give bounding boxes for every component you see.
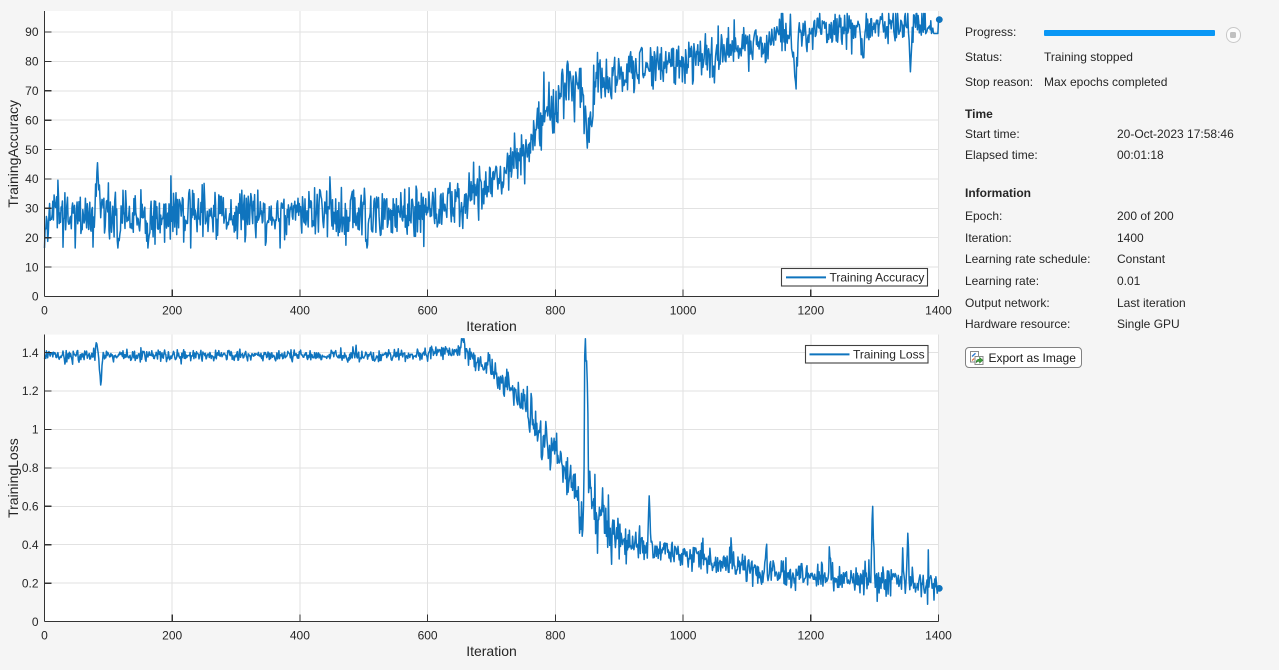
svg-text:Iteration: Iteration (466, 643, 517, 659)
svg-text:0.6: 0.6 (22, 500, 39, 514)
svg-text:0: 0 (32, 290, 39, 304)
svg-text:1400: 1400 (925, 629, 952, 643)
svg-text:40: 40 (25, 172, 39, 186)
svg-text:400: 400 (290, 629, 310, 643)
svg-text:600: 600 (418, 304, 438, 318)
svg-text:70: 70 (25, 84, 39, 98)
svg-text:600: 600 (418, 629, 438, 643)
svg-text:90: 90 (25, 25, 39, 39)
svg-text:TrainingLoss: TrainingLoss (5, 438, 21, 518)
svg-text:1400: 1400 (925, 304, 952, 318)
svg-text:30: 30 (25, 202, 39, 216)
svg-text:0.4: 0.4 (22, 538, 39, 552)
svg-text:800: 800 (545, 304, 565, 318)
svg-text:200: 200 (162, 629, 182, 643)
svg-text:1.4: 1.4 (22, 346, 39, 360)
svg-text:Training Accuracy: Training Accuracy (830, 271, 925, 285)
svg-text:1: 1 (32, 423, 39, 437)
svg-text:10: 10 (25, 260, 39, 274)
svg-text:1200: 1200 (797, 304, 824, 318)
svg-text:200: 200 (162, 304, 182, 318)
svg-text:TrainingAccuracy: TrainingAccuracy (5, 100, 21, 208)
svg-text:50: 50 (25, 143, 39, 157)
svg-text:Iteration: Iteration (466, 318, 517, 334)
svg-text:0: 0 (41, 629, 48, 643)
svg-text:80: 80 (25, 55, 39, 69)
svg-text:400: 400 (290, 304, 310, 318)
svg-text:1000: 1000 (670, 629, 697, 643)
svg-text:1200: 1200 (797, 629, 824, 643)
svg-text:1000: 1000 (670, 304, 697, 318)
svg-text:0.2: 0.2 (22, 576, 39, 590)
svg-text:60: 60 (25, 113, 39, 127)
svg-text:Training Loss: Training Loss (853, 348, 925, 362)
svg-text:0.8: 0.8 (22, 461, 39, 475)
svg-text:0: 0 (41, 304, 48, 318)
svg-text:800: 800 (545, 629, 565, 643)
svg-text:20: 20 (25, 231, 39, 245)
svg-text:0: 0 (32, 615, 39, 629)
svg-text:1.2: 1.2 (22, 384, 39, 398)
